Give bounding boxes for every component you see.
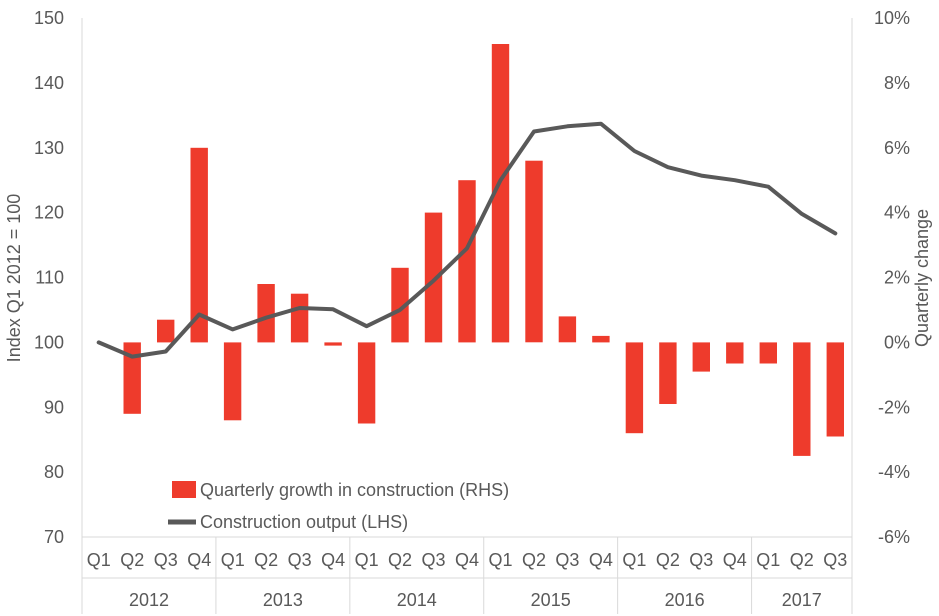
- x-tick-label: Q4: [723, 550, 747, 570]
- bar: [625, 342, 644, 434]
- right-tick-label: -6%: [878, 527, 910, 547]
- x-tick-label: Q3: [288, 550, 312, 570]
- x-tick-label: Q1: [355, 550, 379, 570]
- right-tick-label: -2%: [878, 397, 910, 417]
- x-group-label: 2013: [263, 590, 303, 610]
- x-tick-label: Q3: [823, 550, 847, 570]
- bar: [324, 342, 342, 346]
- x-tick-label: Q2: [388, 550, 412, 570]
- x-tick-label: Q2: [120, 550, 144, 570]
- bar: [190, 147, 208, 343]
- right-tick-label: 0%: [884, 332, 910, 352]
- x-tick-label: Q4: [187, 550, 211, 570]
- left-tick-label: 110: [35, 268, 64, 288]
- bar: [692, 342, 710, 372]
- x-tick-label: Q2: [254, 550, 278, 570]
- bar: [525, 160, 543, 343]
- x-tick-label: Q2: [790, 550, 814, 570]
- x-group-label: 2014: [397, 590, 437, 610]
- bar: [659, 342, 677, 404]
- x-tick-label: Q4: [589, 550, 613, 570]
- line-path: [96, 121, 838, 359]
- left-tick-label: 140: [34, 73, 64, 93]
- right-tick-label: 2%: [884, 268, 910, 288]
- x-tick-label: Q3: [154, 550, 178, 570]
- left-axis-title: Index Q1 2012 = 100: [4, 194, 24, 363]
- x-group-label: 2012: [129, 590, 169, 610]
- bar-series-quarterly-growth: [123, 44, 844, 456]
- x-tick-label: Q1: [87, 550, 111, 570]
- bar: [793, 342, 811, 456]
- legend-label-bar: Quarterly growth in construction (RHS): [200, 480, 509, 500]
- right-axis-ticks: -6% -4% -2% 0% 2% 4% 6% 8% 10%: [874, 8, 910, 547]
- line-series-construction-output: [96, 121, 838, 359]
- right-tick-label: 8%: [884, 73, 910, 93]
- bar: [357, 342, 376, 424]
- x-tick-label: Q1: [488, 550, 512, 570]
- left-tick-label: 130: [34, 138, 64, 158]
- bar: [558, 316, 577, 343]
- bar: [458, 180, 476, 343]
- left-tick-label: 100: [34, 332, 64, 352]
- left-tick-label: 80: [44, 462, 64, 482]
- bar: [391, 267, 409, 343]
- x-tick-label: Q3: [689, 550, 713, 570]
- bar: [223, 342, 242, 421]
- bar: [157, 319, 175, 343]
- right-tick-label: 4%: [884, 203, 910, 223]
- bar: [491, 44, 510, 343]
- x-group-label: 2015: [531, 590, 571, 610]
- right-tick-label: 10%: [874, 8, 910, 28]
- x-tick-label: Q3: [555, 550, 579, 570]
- right-axis-title: Quarterly change: [912, 209, 932, 347]
- x-tick-label: Q1: [622, 550, 646, 570]
- bar: [826, 342, 844, 437]
- x-tick-label: Q1: [221, 550, 245, 570]
- left-tick-label: 70: [44, 527, 64, 547]
- x-tick-label: Q1: [756, 550, 780, 570]
- axes: [81, 18, 853, 614]
- bar: [257, 284, 275, 343]
- left-axis-ticks: 70 80 90 100 110 120 130 140 150: [34, 8, 64, 547]
- legend: Quarterly growth in construction (RHS) C…: [168, 480, 509, 532]
- bar: [123, 342, 141, 414]
- x-axis-ticks: Q1 Q2 Q3 Q4 Q1 Q2 Q3 Q4 Q1 Q2 Q3 Q4 Q1 Q2 Q3 Q4 Q1 Q2 Q3 Q4…: [87, 550, 848, 610]
- x-group-label: 2017: [782, 590, 822, 610]
- x-tick-label: Q4: [321, 550, 345, 570]
- x-tick-label: Q3: [421, 550, 445, 570]
- bar: [759, 342, 777, 364]
- bar: [290, 293, 309, 343]
- bar: [726, 342, 744, 364]
- bar: [424, 212, 443, 343]
- legend-swatch-bar: [172, 481, 196, 498]
- left-tick-label: 150: [34, 8, 64, 28]
- x-tick-label: Q2: [656, 550, 680, 570]
- legend-label-line: Construction output (LHS): [200, 512, 408, 532]
- right-tick-label: 6%: [884, 138, 910, 158]
- x-tick-label: Q4: [455, 550, 479, 570]
- x-group-label: 2016: [665, 590, 705, 610]
- right-tick-label: -4%: [878, 462, 910, 482]
- x-tick-label: Q2: [522, 550, 546, 570]
- bar: [592, 335, 610, 343]
- left-tick-label: 90: [44, 397, 64, 417]
- left-tick-label: 120: [34, 203, 64, 223]
